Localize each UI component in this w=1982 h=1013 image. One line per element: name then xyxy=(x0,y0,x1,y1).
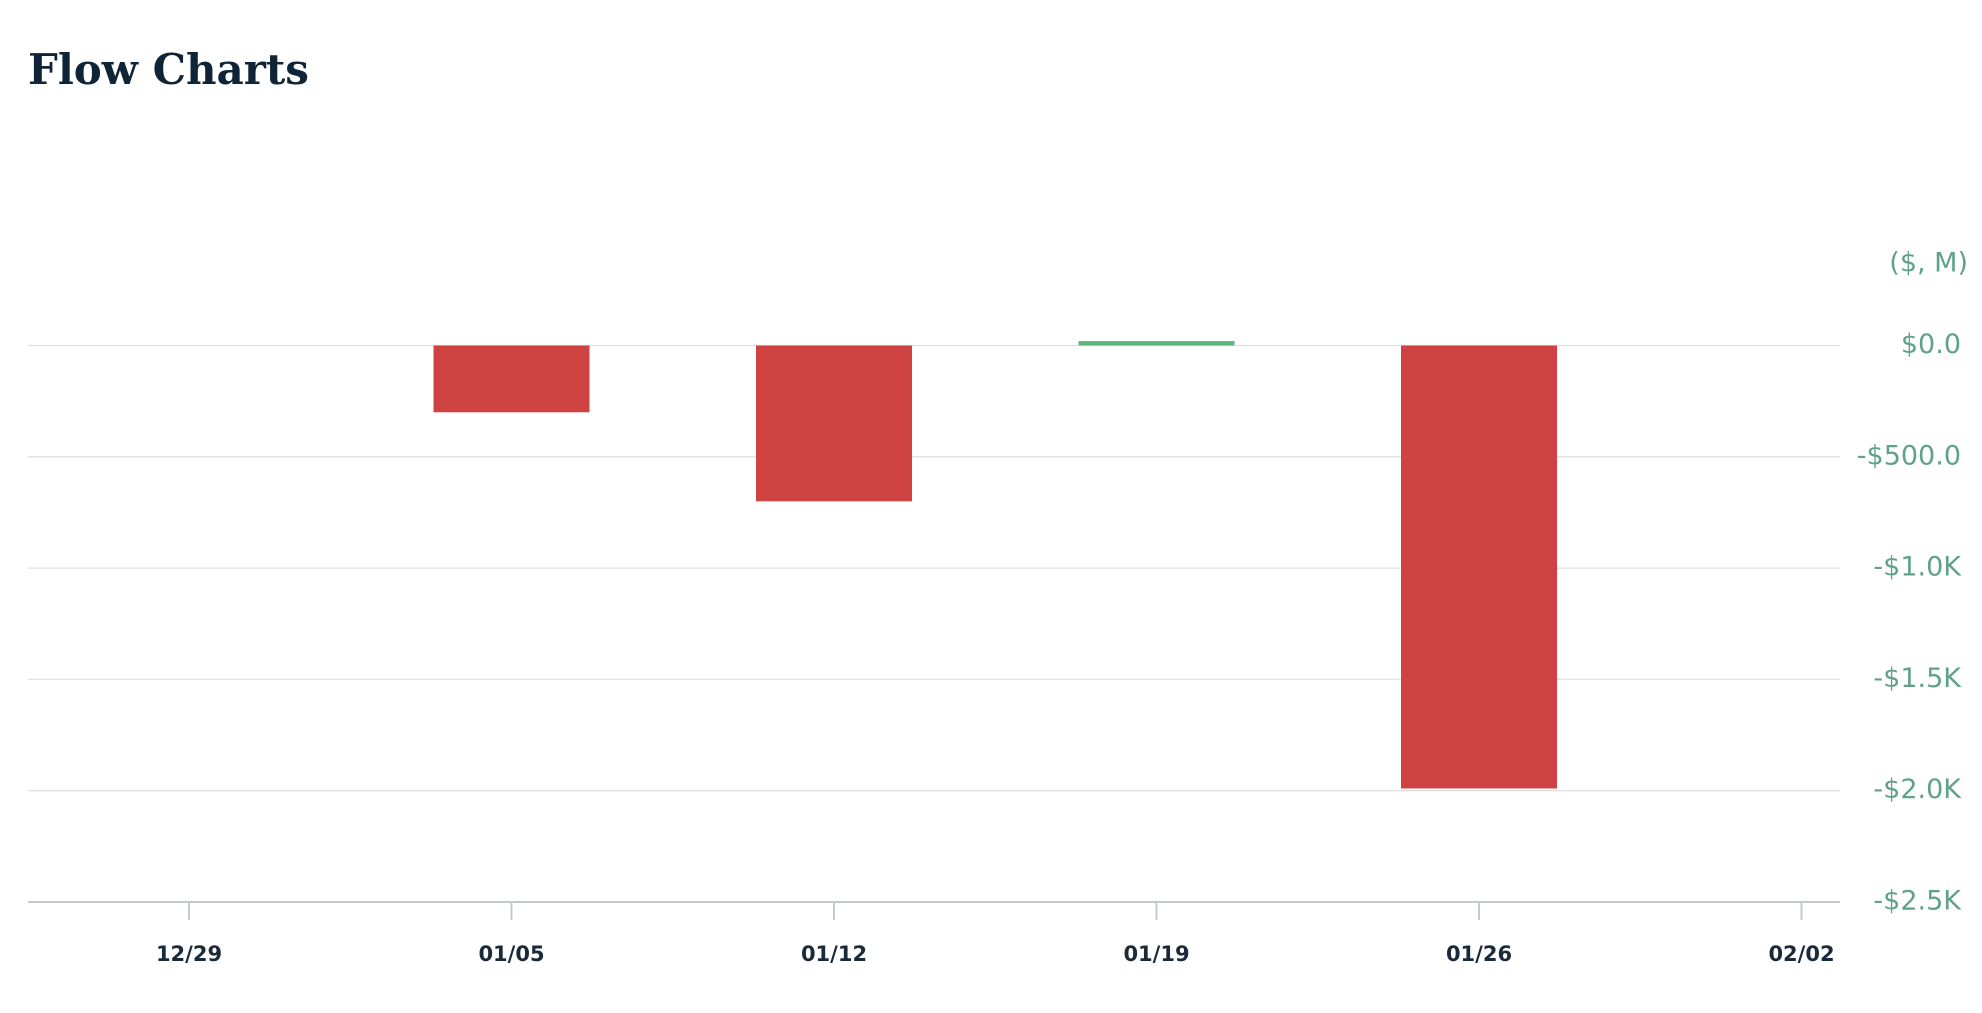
y-tick-label: -$2.0K xyxy=(1873,774,1962,805)
bar xyxy=(1078,341,1235,346)
x-tick-label: 01/19 xyxy=(1123,942,1189,966)
bar xyxy=(1401,345,1557,789)
x-tick-label: 01/26 xyxy=(1446,942,1512,966)
x-tick-label: 02/02 xyxy=(1768,942,1834,966)
y-tick-label: -$1.0K xyxy=(1873,552,1962,583)
y-tick-label: $0.0 xyxy=(1901,329,1961,360)
y-tick-label: -$500.0 xyxy=(1857,440,1961,471)
x-tick-label: 01/05 xyxy=(478,942,544,966)
unit-label: ($, M) xyxy=(1889,248,1968,279)
x-tick-label: 12/29 xyxy=(156,942,222,966)
y-tick-label: -$1.5K xyxy=(1873,663,1962,694)
x-tick-label: 01/12 xyxy=(801,942,867,966)
bar xyxy=(433,345,590,413)
bar xyxy=(756,345,912,502)
y-tick-label: -$2.5K xyxy=(1873,886,1962,917)
chart-title: Flow Charts xyxy=(28,45,309,94)
